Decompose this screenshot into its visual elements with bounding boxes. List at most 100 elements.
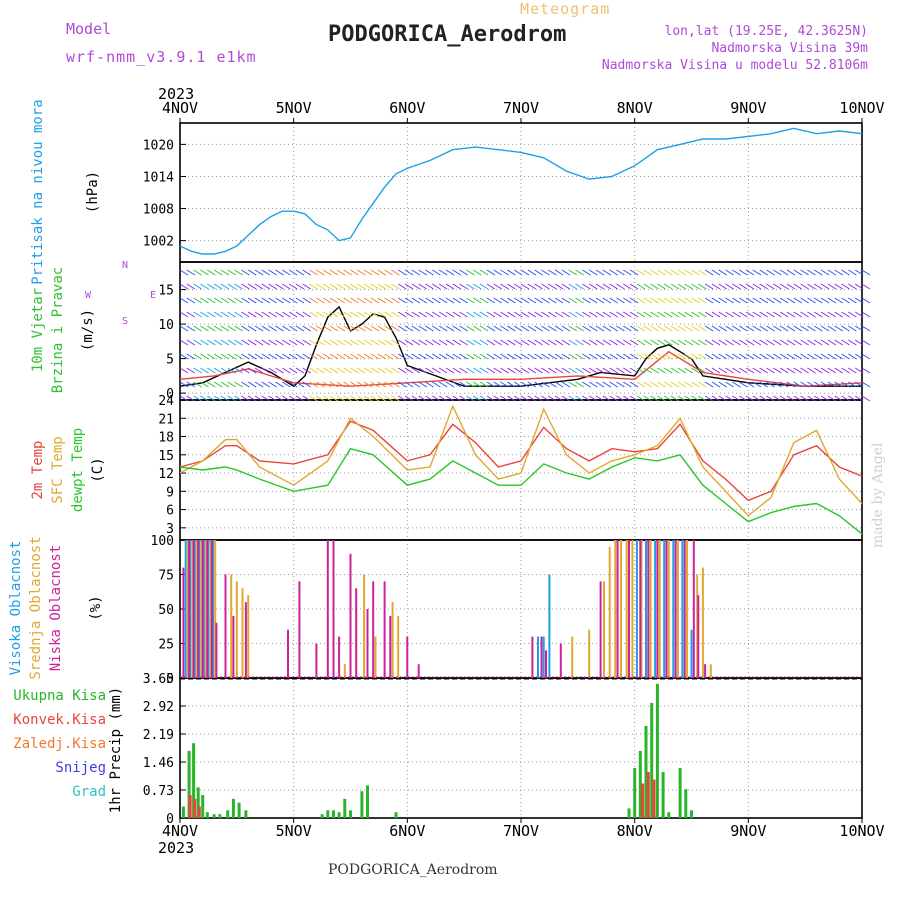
wind-barb bbox=[411, 339, 421, 346]
wind-barb bbox=[329, 283, 339, 290]
wind-barb bbox=[807, 283, 816, 290]
wind-barb bbox=[554, 325, 564, 332]
wind-barb bbox=[500, 381, 509, 388]
wind-barb bbox=[438, 381, 448, 388]
wind-barb bbox=[773, 325, 782, 332]
wind-barb bbox=[663, 283, 673, 290]
wind-barb bbox=[459, 283, 468, 290]
wind-barb bbox=[316, 381, 325, 388]
wind-barb bbox=[432, 311, 441, 318]
wind-barb bbox=[391, 311, 400, 318]
wind-barb bbox=[268, 339, 277, 346]
wind-barb bbox=[657, 339, 666, 346]
wind-barb bbox=[343, 325, 352, 332]
wind-barb bbox=[718, 283, 728, 290]
wind-barb bbox=[234, 297, 243, 304]
y-tick-label: 1008 bbox=[143, 203, 174, 218]
wind-barb bbox=[807, 297, 816, 304]
wind-barb bbox=[288, 367, 298, 374]
station-title: PODGORICA_Aerodrom bbox=[328, 22, 567, 47]
wind-barb bbox=[425, 311, 434, 318]
wind-barb bbox=[493, 381, 502, 388]
wind-barb bbox=[302, 311, 312, 318]
wind-barb bbox=[288, 381, 298, 388]
year-label-top: 2023 bbox=[158, 85, 194, 103]
wind-barb bbox=[670, 269, 680, 276]
wind-barb bbox=[711, 269, 721, 276]
wind-barb bbox=[309, 395, 318, 402]
wind-barb bbox=[745, 325, 755, 332]
wind-barb bbox=[472, 283, 482, 290]
precip-bar bbox=[218, 814, 222, 818]
clouds-bar bbox=[545, 650, 547, 678]
wind-barb bbox=[575, 381, 584, 388]
wind-barb bbox=[841, 297, 850, 304]
wind-barb bbox=[241, 311, 250, 318]
wind-barb bbox=[554, 367, 564, 374]
wind-barb bbox=[698, 297, 707, 304]
wind-barb bbox=[738, 283, 748, 290]
wind-barb bbox=[241, 283, 250, 290]
wind-barb bbox=[670, 297, 680, 304]
wind-barb bbox=[302, 367, 312, 374]
wind-barb bbox=[588, 325, 598, 332]
wind-barb bbox=[418, 367, 427, 374]
wind-barb bbox=[854, 311, 864, 318]
temperature-series-line-1 bbox=[179, 404, 863, 517]
wind-barb bbox=[575, 367, 584, 374]
wind-barb bbox=[247, 325, 257, 332]
wind-barb bbox=[568, 269, 578, 276]
wind-barb bbox=[282, 395, 291, 402]
wind-barb bbox=[288, 325, 298, 332]
precip-legend-item: Zaledj.Kisa bbox=[13, 736, 106, 752]
clouds-bar bbox=[184, 540, 187, 678]
wind-barb bbox=[213, 395, 223, 402]
wind-barb bbox=[657, 395, 666, 402]
wind-barb bbox=[732, 283, 741, 290]
wind-barb bbox=[738, 353, 748, 360]
wind-barb bbox=[759, 339, 768, 346]
wind-barb bbox=[623, 297, 632, 304]
wind-barb bbox=[500, 339, 509, 346]
wind-barb bbox=[220, 367, 230, 374]
clouds-bar bbox=[639, 540, 642, 678]
wind-barb bbox=[602, 325, 612, 332]
wind-barb bbox=[411, 381, 421, 388]
wind-barb bbox=[452, 311, 462, 318]
wind-barb bbox=[500, 325, 509, 332]
clouds-bar bbox=[628, 540, 630, 678]
wind-barb bbox=[588, 353, 598, 360]
wind-barb bbox=[452, 297, 462, 304]
wind-barb bbox=[548, 339, 557, 346]
clouds-bar bbox=[406, 636, 409, 678]
wind-barb bbox=[773, 353, 782, 360]
wind-barb bbox=[670, 325, 680, 332]
clouds-bar bbox=[676, 540, 679, 678]
wind-barb bbox=[609, 269, 618, 276]
wind-barb bbox=[854, 339, 864, 346]
wind-barb bbox=[302, 339, 312, 346]
wind-barb bbox=[186, 395, 196, 402]
wind-barb bbox=[350, 339, 359, 346]
wind-barb bbox=[616, 339, 625, 346]
wind-barb bbox=[745, 381, 755, 388]
wind-barb bbox=[779, 339, 789, 346]
wind-barb bbox=[820, 339, 830, 346]
wind-barb bbox=[657, 367, 666, 374]
wind-barb bbox=[513, 339, 523, 346]
wind-barb bbox=[548, 269, 557, 276]
wind-barb bbox=[220, 339, 230, 346]
wind-barb bbox=[759, 269, 768, 276]
wind-barb bbox=[227, 381, 237, 388]
wind-barb bbox=[336, 381, 346, 388]
wind-barb bbox=[452, 353, 462, 360]
wind-barb bbox=[793, 311, 803, 318]
wind-barb bbox=[813, 325, 823, 332]
wind-barb bbox=[643, 395, 653, 402]
wind-barb bbox=[452, 325, 462, 332]
wind-barb bbox=[316, 283, 325, 290]
wind-barb bbox=[282, 367, 291, 374]
wind-barb bbox=[698, 325, 707, 332]
wind-barb bbox=[452, 269, 462, 276]
y-tick-label: 18 bbox=[158, 431, 174, 446]
